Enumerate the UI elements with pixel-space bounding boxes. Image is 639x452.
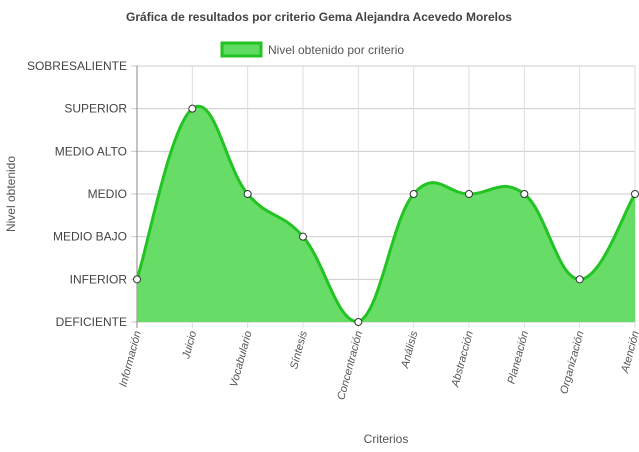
series-line	[135, 104, 637, 324]
data-point-4[interactable]	[354, 318, 363, 326]
y-tick-label: MEDIO BAJO	[53, 230, 127, 244]
data-point-5[interactable]	[409, 190, 418, 198]
data-point-0[interactable]	[133, 275, 141, 284]
data-point-6[interactable]	[465, 190, 473, 198]
x-tick-label: Organización	[558, 330, 586, 396]
data-point-2[interactable]	[243, 190, 252, 198]
legend-label: Nivel obtenido por criterio	[268, 43, 404, 57]
x-tick-label: Abstracción	[449, 330, 476, 390]
y-axis-title: Nivel obtenido	[4, 156, 18, 232]
data-point-3[interactable]	[299, 232, 307, 241]
x-tick-label: Concentración	[335, 330, 365, 402]
series-fill	[137, 106, 635, 322]
x-tick-label: Atención	[619, 330, 639, 375]
x-axis-title: Criterios	[364, 432, 409, 446]
y-axis-ticks: DEFICIENTE INFERIOR MEDIO BAJO MEDIO MEDIO A…	[27, 59, 127, 329]
y-tick-label: SOBRESALIENTE	[27, 59, 127, 73]
y-tick-label: SUPERIOR	[64, 102, 127, 116]
chart-title: Gráfica de resultados por criterio Gema …	[126, 10, 512, 24]
series-points	[133, 104, 639, 326]
y-tick-label: INFERIOR	[70, 272, 128, 286]
data-point-7[interactable]	[520, 190, 529, 198]
data-point-8[interactable]	[575, 275, 584, 284]
series-area	[135, 104, 637, 324]
x-tick-label: Análisis	[399, 329, 421, 370]
x-tick-label: Planeación	[506, 330, 532, 386]
x-tick-label: Síntesis	[288, 329, 310, 370]
x-tick-label: Información	[117, 330, 143, 389]
legend-swatch	[220, 41, 263, 58]
data-point-9[interactable]	[631, 190, 639, 198]
y-tick-label: DEFICIENTE	[56, 315, 127, 329]
x-tick-label: Vocabulario	[228, 330, 255, 389]
x-axis-ticks: Información Juicio Vocabulario Síntesis Conc…	[117, 329, 639, 401]
x-tick-label: Juicio	[180, 330, 199, 361]
legend[interactable]: Nivel obtenido por criterio	[220, 41, 404, 58]
y-tick-label: MEDIO	[88, 187, 127, 201]
data-point-1[interactable]	[188, 104, 197, 113]
y-tick-label: MEDIO ALTO	[55, 144, 127, 158]
